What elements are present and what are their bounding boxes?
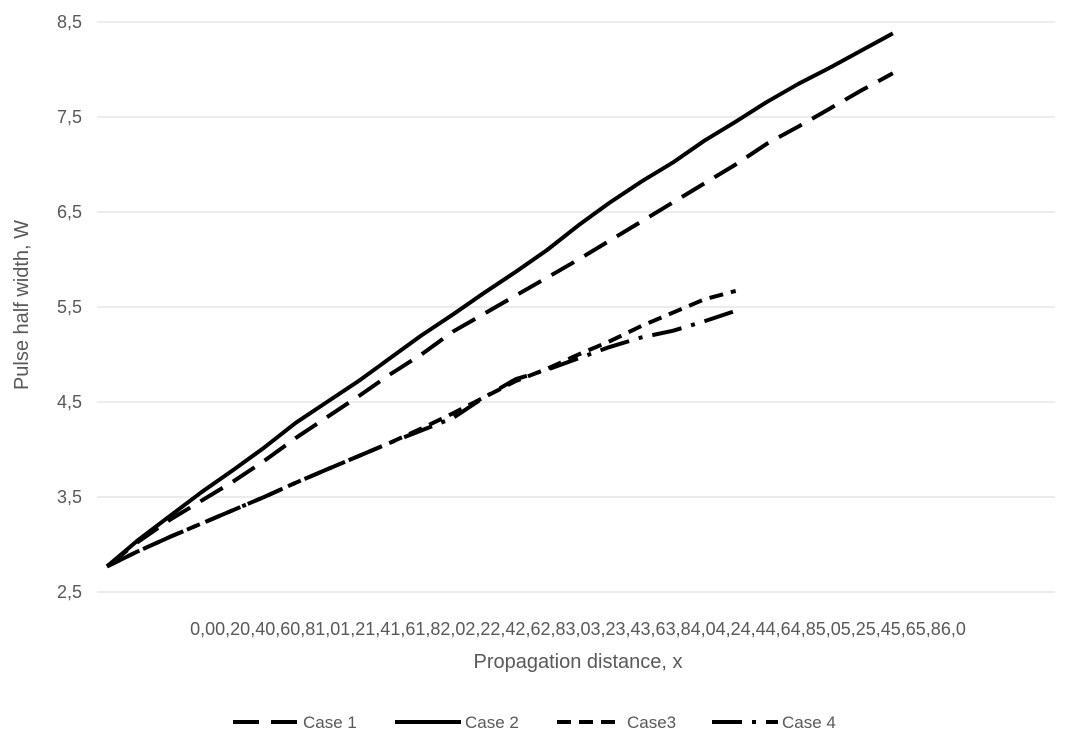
y-tick-label: 4,5 [57, 392, 82, 412]
series-line-case-1 [105, 71, 894, 568]
legend: Case 1 Case 2 Case3 Case 4 [233, 713, 836, 732]
legend-label: Case3 [627, 713, 676, 732]
series-line-case-4 [106, 308, 737, 569]
y-tick-label: 6,5 [57, 202, 82, 222]
y-tick-label: 5,5 [57, 297, 82, 317]
y-tick-label: 3,5 [57, 487, 82, 507]
y-tick-label: 8,5 [57, 12, 82, 32]
gridlines [97, 21, 1055, 593]
y-tick-label: 7,5 [57, 107, 82, 127]
y-tick-labels: 2,5 3,5 4,5 5,5 6,5 7,5 8,5 [57, 12, 82, 602]
series-lines [105, 31, 894, 569]
legend-label: Case 2 [465, 713, 519, 732]
series-line-case-2 [105, 31, 894, 568]
y-tick-label: 2,5 [57, 582, 82, 602]
x-axis-title: Propagation distance, x [473, 651, 682, 673]
x-tick-labels: 0,00,20,40,60,81,01,21,41,61,82,02,22,42… [190, 619, 966, 639]
y-axis-title: Pulse half width, W [11, 220, 33, 390]
legend-label: Case 1 [303, 713, 357, 732]
legend-label: Case 4 [782, 713, 836, 732]
